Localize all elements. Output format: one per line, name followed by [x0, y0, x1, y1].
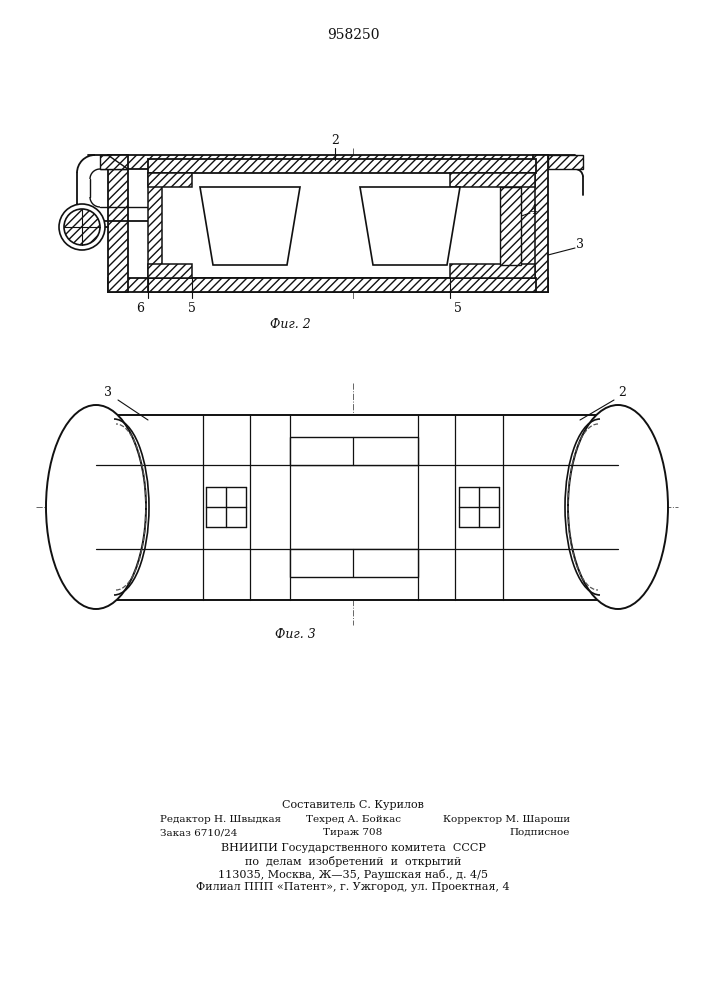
Text: 6: 6	[136, 302, 144, 314]
Text: Фиг. 2: Фиг. 2	[269, 318, 310, 332]
Polygon shape	[148, 264, 192, 278]
Polygon shape	[521, 173, 535, 278]
Ellipse shape	[568, 405, 668, 609]
Polygon shape	[360, 187, 460, 265]
Text: 2: 2	[618, 385, 626, 398]
Text: 113035, Москва, Ж—35, Раушская наб., д. 4/5: 113035, Москва, Ж—35, Раушская наб., д. …	[218, 869, 488, 880]
Polygon shape	[148, 173, 162, 278]
Polygon shape	[290, 549, 418, 577]
Ellipse shape	[46, 405, 146, 609]
Polygon shape	[148, 173, 192, 187]
Text: 5: 5	[454, 302, 462, 314]
Text: Корректор М. Шароши: Корректор М. Шароши	[443, 815, 570, 824]
Polygon shape	[108, 155, 548, 169]
Ellipse shape	[64, 209, 100, 245]
Text: Филиал ППП «Патент», г. Ужгород, ул. Проектная, 4: Филиал ППП «Патент», г. Ужгород, ул. Про…	[196, 882, 510, 892]
Text: Заказ 6710/24: Заказ 6710/24	[160, 828, 238, 837]
Text: Техред А. Бойкас: Техред А. Бойкас	[305, 815, 400, 824]
Polygon shape	[290, 437, 418, 465]
Text: 2: 2	[331, 133, 339, 146]
Text: 4: 4	[530, 204, 538, 217]
Text: 3: 3	[576, 238, 584, 251]
Polygon shape	[500, 187, 521, 265]
Text: Редактор Н. Швыдкая: Редактор Н. Швыдкая	[160, 815, 281, 824]
Polygon shape	[148, 278, 536, 292]
Text: Составитель С. Курилов: Составитель С. Курилов	[282, 800, 424, 810]
Polygon shape	[148, 159, 536, 173]
Text: ВНИИПИ Государственного комитета  СССР: ВНИИПИ Государственного комитета СССР	[221, 843, 486, 853]
Text: Тираж 708: Тираж 708	[323, 828, 382, 837]
Polygon shape	[533, 155, 548, 292]
Text: Фиг. 3: Фиг. 3	[274, 629, 315, 642]
Polygon shape	[450, 173, 535, 187]
Polygon shape	[108, 278, 548, 292]
Polygon shape	[128, 169, 533, 278]
Polygon shape	[548, 155, 583, 169]
Polygon shape	[108, 155, 128, 292]
Text: Подписное: Подписное	[510, 828, 570, 837]
Text: 5: 5	[188, 302, 196, 314]
Polygon shape	[100, 155, 128, 169]
Polygon shape	[200, 187, 300, 265]
Polygon shape	[162, 187, 521, 264]
Text: 3: 3	[104, 385, 112, 398]
Text: по  делам  изобретений  и  открытий: по делам изобретений и открытий	[245, 856, 461, 867]
Text: 958250: 958250	[327, 28, 379, 42]
Polygon shape	[96, 415, 618, 600]
Ellipse shape	[59, 204, 105, 250]
Polygon shape	[450, 264, 535, 278]
